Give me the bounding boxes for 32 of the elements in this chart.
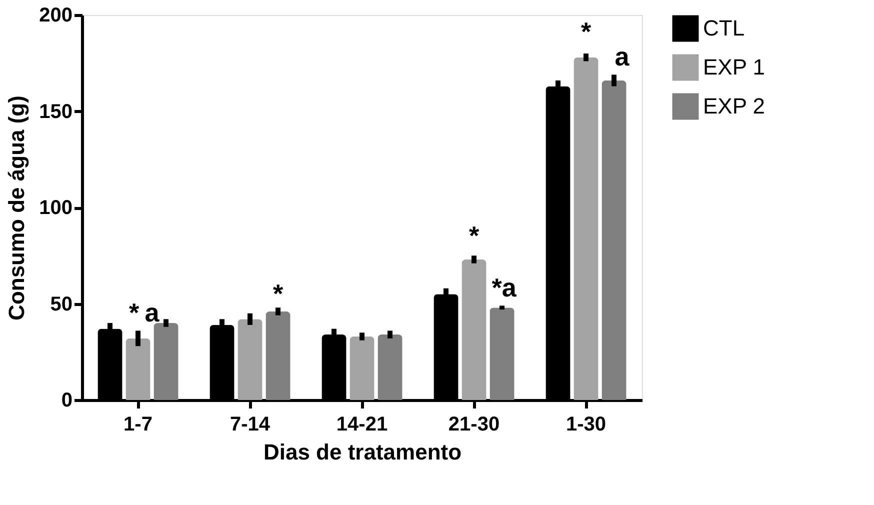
y-tick-label: 50 [50,293,72,316]
bar [266,311,290,400]
x-tick-label: 1-7 [124,414,152,436]
y-tick-label: 100 [39,197,72,219]
x-tick-label: 1-30 [566,414,606,436]
bar [574,57,598,400]
legend-label: CTL [703,16,745,40]
annotation: a [144,298,160,328]
annotation: * [272,278,284,309]
x-tick-label: 7-14 [230,414,271,436]
annotation: * [580,16,592,46]
annotation: * [128,298,140,328]
bar [462,259,486,400]
bar [126,338,150,400]
annotation: * [468,220,480,251]
x-axis-title: Dias de tratamento [263,440,462,464]
y-axis-title: Consumo de água (g) [4,96,30,320]
annotation: a [614,42,630,72]
y-tick-label: 200 [39,4,72,26]
y-tick-label: 0 [61,390,72,412]
x-tick-label: 14-21 [336,414,388,436]
bar [378,334,402,400]
bar [154,323,178,400]
legend-label: EXP 1 [703,54,765,80]
bar [490,308,514,400]
annotation: *a [492,272,517,303]
bar [238,319,262,400]
bar [350,336,374,400]
bar [602,80,626,400]
legend-label: EXP 2 [703,94,765,118]
x-tick-label: 21-30 [448,414,500,436]
y-tick-label: 150 [39,100,72,123]
